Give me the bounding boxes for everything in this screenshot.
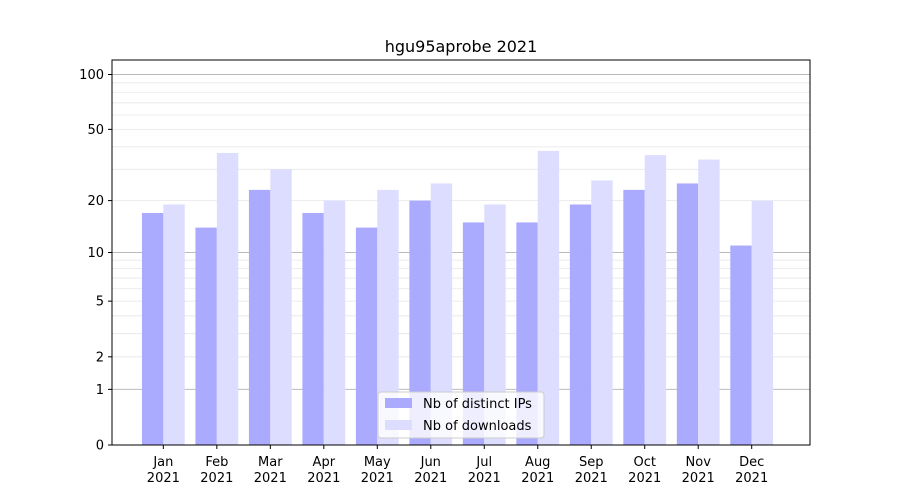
x-tick-label-month: Dec (739, 455, 764, 470)
x-tick-label-year: 2021 (521, 471, 554, 486)
bar-downloads-oct (644, 155, 667, 446)
bar-ips-feb (195, 227, 217, 445)
x-tick-label-year: 2021 (200, 471, 233, 486)
legend-swatch-downloads (385, 420, 412, 430)
y-tick-label: 100 (79, 68, 104, 83)
x-tick-label-year: 2021 (361, 471, 394, 486)
bar-ips-may (355, 227, 378, 445)
y-tick-label: 1 (96, 383, 104, 398)
axes: 0125102050100Jan2021Feb2021Mar2021Apr202… (79, 59, 811, 486)
x-tick-label-month: Jun (420, 455, 441, 470)
y-tick-label: 0 (96, 439, 104, 454)
x-tick-label-month: Sep (579, 455, 604, 470)
x-tick-label-month: Jul (475, 455, 492, 470)
bar-downloads-feb (216, 152, 239, 445)
bar-ips-jul (462, 222, 485, 445)
x-tick-label-month: Apr (313, 455, 336, 470)
x-tick-label-year: 2021 (307, 471, 340, 486)
bar-ips-dec (730, 245, 752, 445)
bar-downloads-may (377, 189, 399, 445)
x-tick-label-month: Oct (633, 455, 655, 470)
x-tick-label-month: Nov (686, 455, 712, 470)
bar-downloads-apr (323, 200, 346, 445)
legend-label-ips: Nb of distinct IPs (423, 397, 532, 412)
bar-ips-nov (676, 183, 699, 445)
bar-ips-jan (141, 212, 164, 445)
legend-swatch-ips (385, 398, 412, 408)
x-tick-label-month: Jan (152, 455, 173, 470)
x-tick-label-month: May (364, 455, 391, 470)
legend-label-downloads: Nb of downloads (423, 419, 532, 434)
legend: Nb of distinct IPs Nb of downloads (377, 391, 545, 439)
x-tick-label-year: 2021 (254, 471, 287, 486)
bar-downloads-jul (484, 204, 506, 445)
chart-title: hgu95aprobe 2021 (385, 37, 538, 56)
bar-downloads-aug (537, 150, 560, 445)
bar-ips-mar (248, 189, 271, 445)
bar-downloads-sep (591, 180, 613, 446)
bar-ips-jun (409, 200, 431, 445)
bar-downloads-mar (270, 169, 292, 445)
x-tick-label-year: 2021 (147, 471, 180, 486)
y-tick-label: 10 (87, 246, 104, 261)
x-tick-label-year: 2021 (414, 471, 447, 486)
y-tick-label: 20 (87, 194, 104, 209)
x-tick-label-year: 2021 (682, 471, 715, 486)
x-tick-label-month: Mar (258, 455, 283, 470)
x-tick-label-year: 2021 (468, 471, 501, 486)
bars (141, 150, 774, 446)
bar-downloads-dec (751, 200, 774, 445)
bar-ips-aug (516, 222, 538, 445)
bar-downloads-jun (430, 183, 453, 445)
bar-ips-oct (623, 189, 645, 445)
bar-ips-sep (569, 204, 592, 445)
bar-downloads-jan (163, 204, 185, 445)
x-tick-label-month: Feb (205, 455, 228, 470)
x-tick-label-month: Aug (525, 455, 550, 470)
x-tick-label-year: 2021 (735, 471, 768, 486)
legend-box (377, 391, 545, 439)
x-tick-label-year: 2021 (575, 471, 608, 486)
x-tick-label-year: 2021 (628, 471, 661, 486)
y-tick-label: 50 (87, 123, 104, 138)
bar-ips-apr (302, 212, 324, 445)
bar-downloads-nov (698, 159, 720, 445)
y-tick-label: 5 (96, 295, 104, 310)
y-tick-label: 2 (96, 350, 104, 365)
